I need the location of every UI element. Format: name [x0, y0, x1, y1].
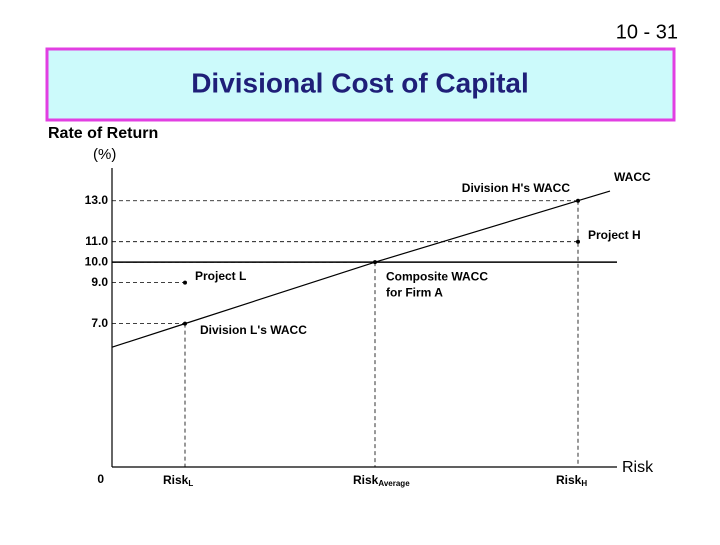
wacc-extension: [111, 323, 186, 348]
x-tick-sub: L: [188, 479, 193, 488]
composite-label: Composite WACC: [386, 269, 488, 283]
y-axis-label: Rate of Return: [48, 125, 158, 142]
wacc-point: [183, 321, 187, 326]
project-point: [576, 239, 580, 244]
y-tick-label: 0: [97, 472, 104, 486]
slide-number: 10 - 31: [616, 21, 678, 43]
composite-label: for Firm A: [386, 285, 443, 299]
x-tick-label: RiskL: [163, 473, 193, 488]
y-tick-label: 9.0: [91, 275, 108, 289]
x-tick-sub: H: [581, 479, 587, 488]
x-tick-main: Risk: [556, 473, 582, 487]
title-box: [45, 47, 676, 122]
wacc-point: [576, 198, 580, 203]
y-tick-label: 11.0: [85, 234, 108, 248]
project-label: Project L: [195, 269, 246, 283]
y-tick-label: 10.0: [85, 254, 109, 268]
x-tick-label: RiskAverage: [353, 473, 410, 488]
x-tick-main: Risk: [163, 473, 189, 487]
project-point: [183, 280, 187, 285]
y-axis-unit: (%): [93, 146, 116, 163]
series-label: WACC: [614, 170, 651, 184]
x-tick-sub: Average: [378, 479, 410, 488]
y-tick-label: 7.0: [91, 316, 108, 330]
wacc-point: [373, 260, 377, 265]
x-axis-label: Risk: [622, 459, 654, 476]
chart-title: Divisional Cost of Capital: [191, 67, 529, 98]
wacc-extension: [577, 190, 611, 202]
x-tick-label: RiskH: [556, 473, 587, 488]
annotation: Division H's WACC: [462, 181, 571, 195]
x-tick-main: Risk: [353, 473, 379, 487]
y-tick-label: 13.0: [85, 193, 109, 207]
annotation: Division L's WACC: [200, 323, 307, 337]
project-label: Project H: [588, 228, 641, 242]
